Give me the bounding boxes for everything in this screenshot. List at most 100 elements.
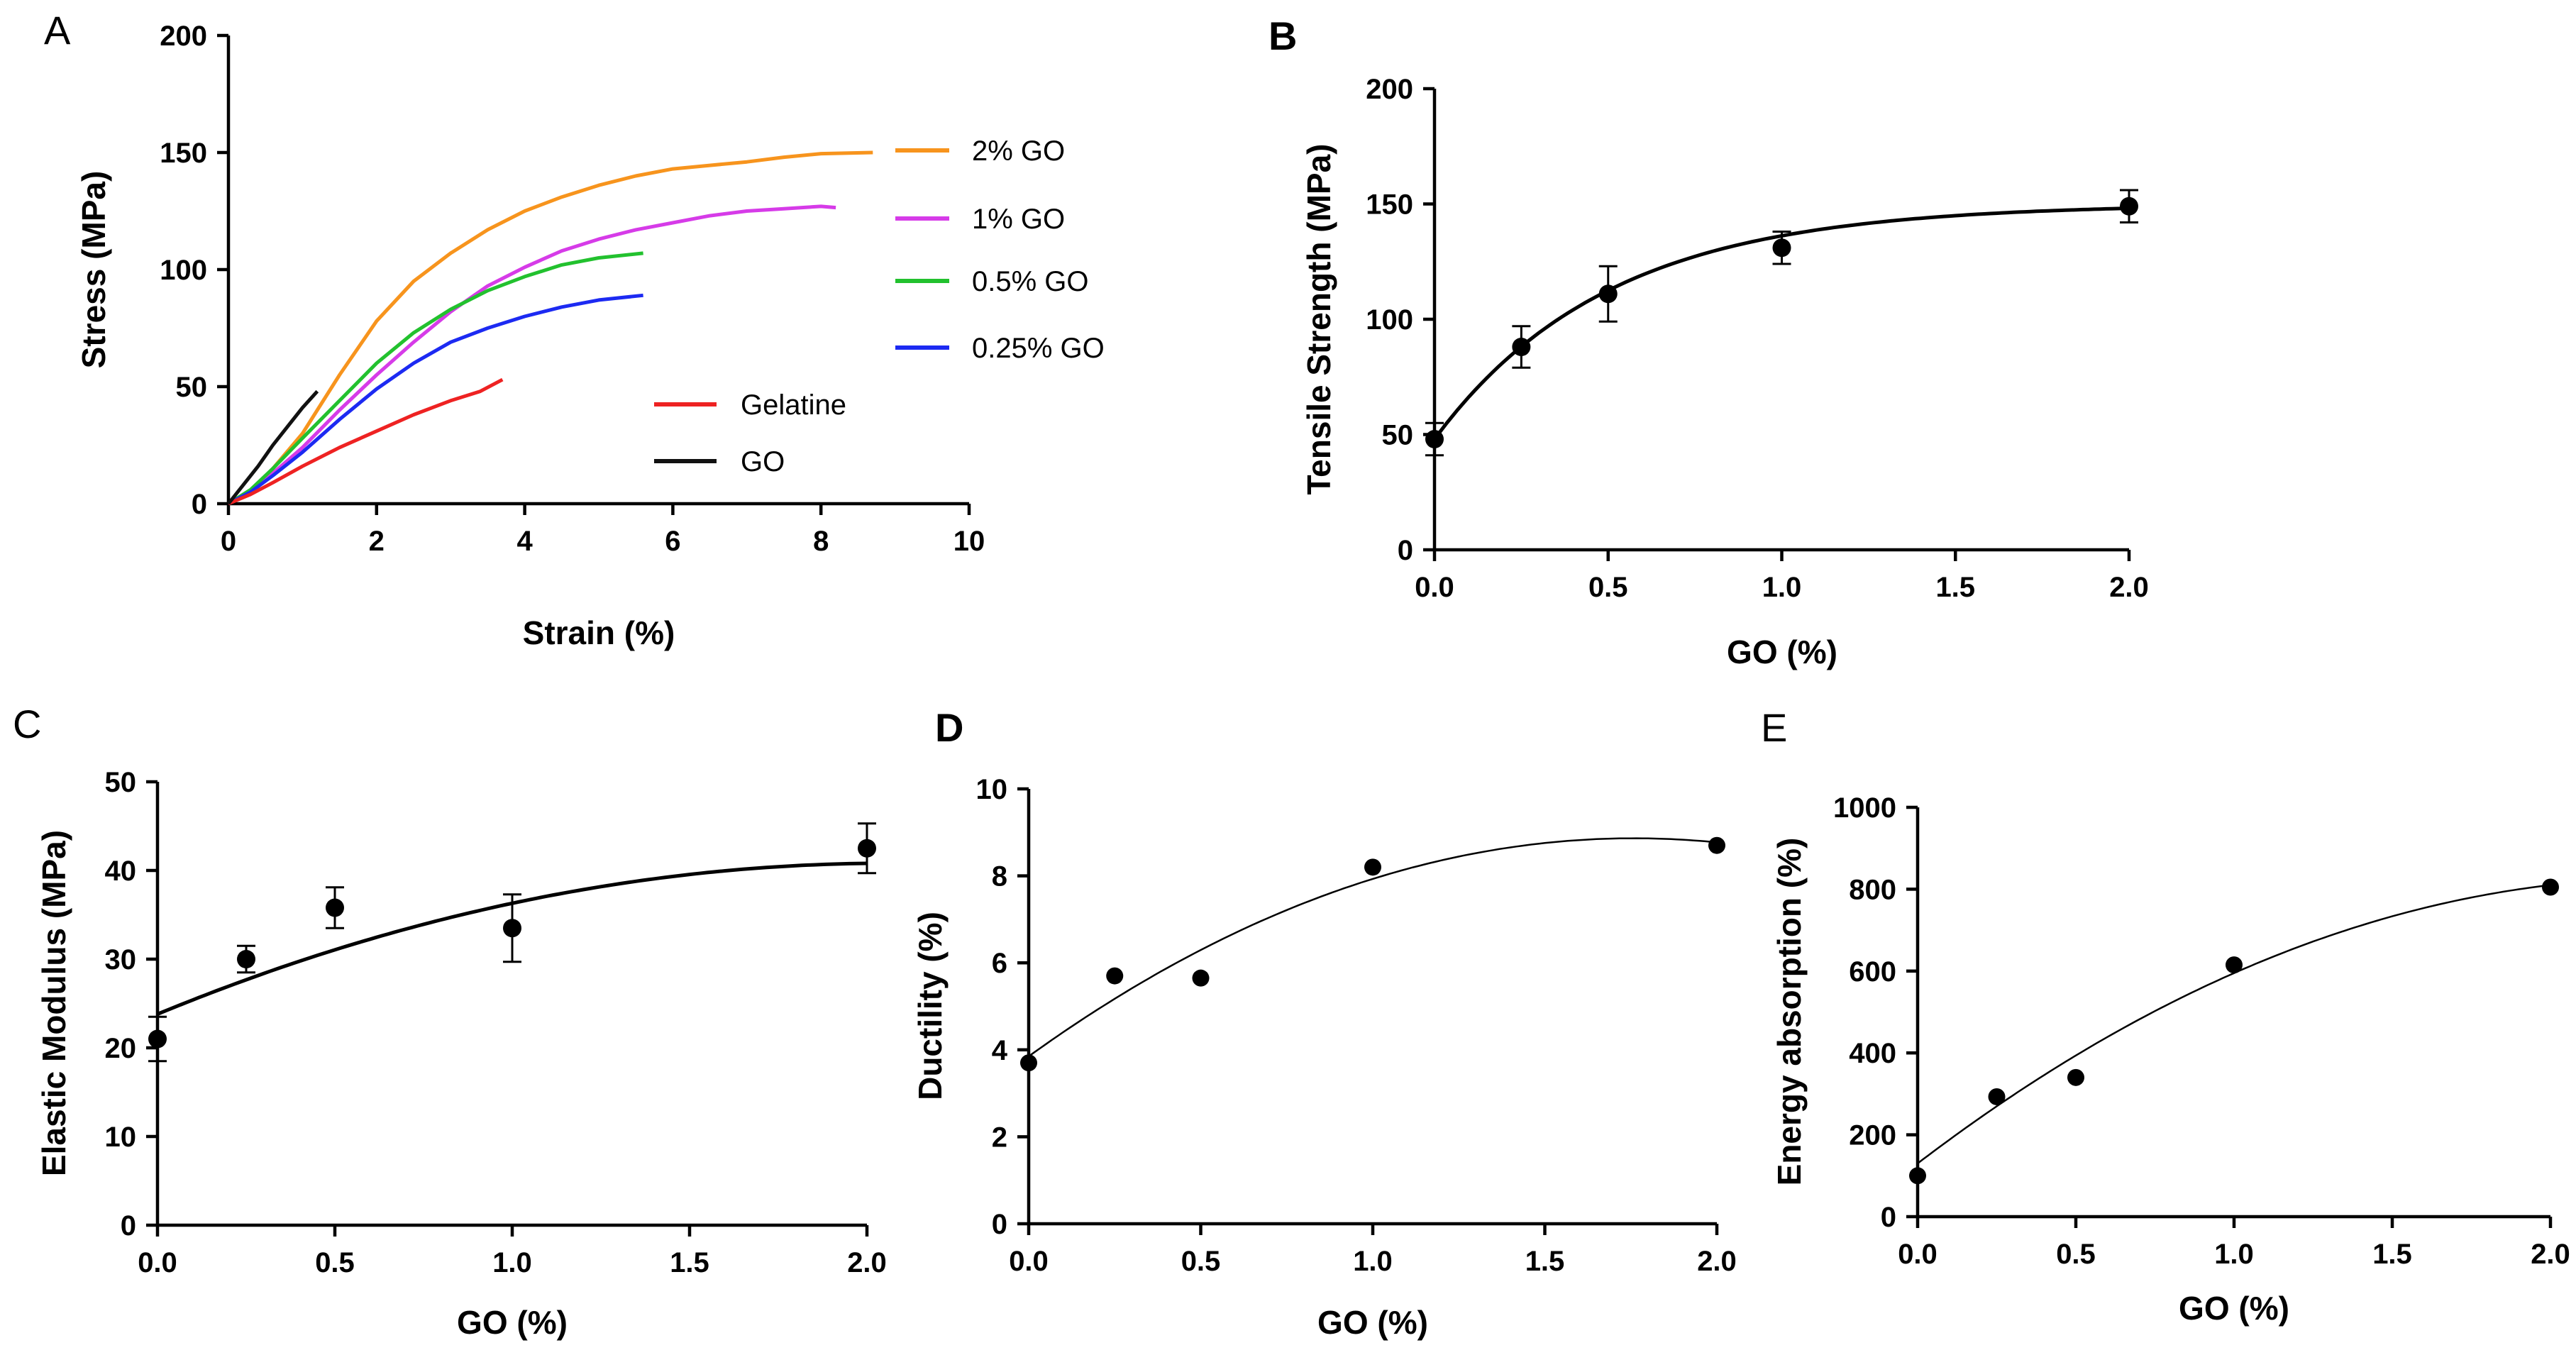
data-point bbox=[2120, 197, 2138, 216]
y-tick-label: 1000 bbox=[1833, 792, 1896, 824]
series-line bbox=[227, 293, 643, 506]
series-line bbox=[227, 150, 873, 506]
panel-d-ductility: 0.0 0.5 1.0 1.5 2.0 0 2 4 6 8 10 GO (%) Ductility (%… bbox=[912, 774, 1737, 1341]
data-point bbox=[1988, 1088, 2006, 1105]
y-tick-label: 100 bbox=[160, 255, 207, 286]
y-tick-label: 6 bbox=[992, 948, 1007, 979]
x-tick-label: 0.0 bbox=[138, 1247, 177, 1278]
data-point bbox=[1909, 1167, 1926, 1185]
x-tick-label: 0 bbox=[221, 526, 236, 557]
x-tick-label: 2 bbox=[369, 526, 385, 557]
data-point bbox=[237, 950, 255, 968]
data-point bbox=[1106, 967, 1124, 985]
legend-label: 0.5% GO bbox=[972, 266, 1089, 297]
y-tick-label: 50 bbox=[176, 372, 208, 403]
y-tick-label: 50 bbox=[1382, 420, 1414, 451]
panel-d-letter: D bbox=[935, 705, 963, 750]
panel-e-energy-absorption: 0.0 0.5 1.0 1.5 2.0 0 200 400 600 800 1000 GO (%) En… bbox=[1771, 792, 2570, 1327]
y-tick-label: 800 bbox=[1849, 874, 1896, 905]
y-tick-label: 200 bbox=[160, 21, 207, 52]
panel-b-letter: B bbox=[1268, 13, 1297, 58]
x-axis-label: GO (%) bbox=[2179, 1290, 2289, 1327]
x-tick-label: 10 bbox=[953, 526, 985, 557]
y-tick-label: 150 bbox=[160, 138, 207, 169]
y-tick-label: 0 bbox=[121, 1210, 136, 1241]
y-axis-label: Elastic Modulus (MPa) bbox=[35, 830, 72, 1176]
x-tick-label: 2.0 bbox=[2531, 1239, 2570, 1270]
y-tick-label: 400 bbox=[1849, 1038, 1896, 1069]
fit-curve bbox=[1028, 837, 1718, 1058]
data-point bbox=[1364, 858, 1381, 876]
x-tick-label: 4 bbox=[516, 526, 533, 557]
data-point bbox=[326, 898, 344, 917]
panel-e-letter: E bbox=[1761, 705, 1787, 750]
x-axis-label: GO (%) bbox=[1317, 1304, 1428, 1341]
x-tick-label: 0.5 bbox=[1588, 572, 1628, 603]
data-point bbox=[2226, 956, 2243, 974]
x-tick-label: 6 bbox=[665, 526, 680, 557]
data-point bbox=[1020, 1054, 1037, 1072]
y-tick-label: 50 bbox=[105, 767, 137, 798]
x-axis-label: GO (%) bbox=[457, 1304, 568, 1341]
data-point bbox=[148, 1029, 167, 1049]
y-tick-label: 100 bbox=[1366, 304, 1413, 336]
data-point bbox=[1708, 836, 1725, 854]
series-line bbox=[227, 251, 643, 506]
panel-b-tensile-strength: 0.0 0.5 1.0 1.5 2.0 0 50 100 150 200 GO (%) Tensile… bbox=[1300, 74, 2149, 670]
y-tick-label: 10 bbox=[105, 1122, 137, 1153]
panel-a-letter: A bbox=[44, 8, 71, 52]
y-tick-label: 30 bbox=[105, 944, 137, 975]
data-point bbox=[1192, 969, 1210, 987]
x-tick-label: 8 bbox=[813, 526, 829, 557]
y-tick-label: 40 bbox=[105, 856, 137, 887]
data-point bbox=[2542, 878, 2559, 896]
x-tick-label: 0.0 bbox=[1898, 1239, 1937, 1270]
data-point bbox=[858, 839, 876, 858]
x-axis-label: GO (%) bbox=[1727, 634, 1837, 670]
y-tick-label: 0 bbox=[1881, 1202, 1896, 1233]
y-tick-label: 8 bbox=[992, 861, 1007, 892]
x-tick-label: 2.0 bbox=[1697, 1246, 1737, 1277]
y-axis-label: Tensile Strength (MPa) bbox=[1300, 144, 1337, 495]
fit-curve bbox=[1917, 884, 2551, 1164]
x-tick-label: 1.5 bbox=[2372, 1239, 2412, 1270]
x-tick-label: 1.0 bbox=[2214, 1239, 2254, 1270]
data-point bbox=[1598, 284, 1618, 304]
x-tick-label: 0.5 bbox=[315, 1247, 355, 1278]
x-tick-label: 1.0 bbox=[1353, 1246, 1393, 1277]
y-tick-label: 2 bbox=[992, 1122, 1007, 1153]
y-axis-label: Ductility (%) bbox=[912, 912, 949, 1100]
y-tick-label: 0 bbox=[992, 1209, 1007, 1240]
y-axis-label: Energy absorption (%) bbox=[1771, 838, 1808, 1186]
legend-label: 2% GO bbox=[972, 136, 1065, 167]
y-tick-label: 200 bbox=[1366, 74, 1413, 105]
x-tick-label: 0.5 bbox=[1181, 1246, 1221, 1277]
data-point bbox=[1425, 430, 1444, 448]
x-tick-label: 1.5 bbox=[1525, 1246, 1565, 1277]
x-tick-label: 2.0 bbox=[847, 1247, 887, 1278]
series-line bbox=[227, 389, 319, 505]
y-tick-label: 10 bbox=[976, 774, 1008, 805]
legend-label: Gelatine bbox=[741, 389, 846, 421]
y-tick-label: 150 bbox=[1366, 189, 1413, 221]
x-tick-label: 1.5 bbox=[1935, 572, 1975, 603]
legend-label: 0.25% GO bbox=[972, 333, 1105, 364]
x-tick-label: 1.0 bbox=[1762, 572, 1802, 603]
x-tick-label: 1.0 bbox=[492, 1247, 532, 1278]
y-tick-label: 200 bbox=[1849, 1120, 1896, 1151]
x-tick-label: 0.5 bbox=[2056, 1239, 2096, 1270]
panel-c-elastic-modulus: 0.0 0.5 1.0 1.5 2.0 0 10 20 30 40 50 GO (%) Elastic … bbox=[35, 767, 887, 1341]
legend-label: GO bbox=[741, 446, 785, 477]
y-tick-label: 600 bbox=[1849, 956, 1896, 988]
legend-label: 1% GO bbox=[972, 204, 1065, 235]
x-axis-label: Strain (%) bbox=[523, 614, 675, 651]
x-tick-label: 1.5 bbox=[670, 1247, 709, 1278]
data-point bbox=[1512, 338, 1531, 356]
x-tick-label: 0.0 bbox=[1415, 572, 1454, 603]
y-tick-label: 0 bbox=[192, 489, 207, 520]
y-axis-label: Stress (MPa) bbox=[75, 171, 112, 369]
series-line bbox=[227, 204, 836, 506]
y-tick-label: 0 bbox=[1398, 535, 1413, 566]
